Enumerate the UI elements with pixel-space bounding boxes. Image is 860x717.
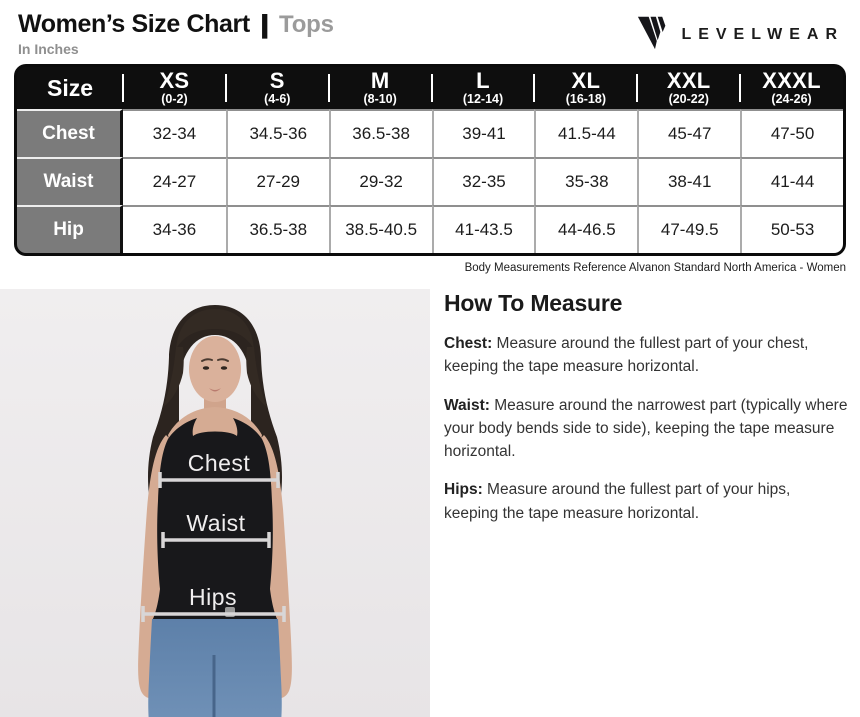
how-to-measure-item: Waist: Measure around the narrowest part…	[444, 394, 848, 464]
model-left-eye	[202, 366, 210, 370]
measurement-cell: 47-50	[740, 109, 843, 157]
title-line: Women’s Size Chart | Tops	[18, 9, 334, 40]
size-range: (4-6)	[264, 91, 291, 106]
waist-measure-label: Waist	[186, 510, 245, 536]
brand-logo: LEVELWEAR	[637, 14, 846, 55]
levelwear-w-triangle-mark-icon	[637, 14, 673, 55]
size-table-section: Size XS (0-2) S (4-6) M (8-10) L (12-14) XL (16-1…	[14, 64, 846, 274]
measurement-cell: 36.5-38	[225, 205, 329, 253]
size-column-header: XXL (20-22)	[636, 67, 741, 109]
measurement-cell: 41.5-44	[534, 109, 638, 157]
measurement-cell: 38-41	[637, 157, 741, 205]
size-range: (24-26)	[771, 91, 812, 106]
measure-term: Chest:	[444, 335, 493, 352]
page-subtitle: Tops	[279, 10, 334, 38]
model-right-eye	[220, 366, 228, 370]
table-caption: Body Measurements Reference Alvanon Stan…	[464, 262, 846, 274]
page-title: Women’s Size Chart	[18, 10, 250, 38]
model-eyebrows	[201, 358, 229, 362]
model-face	[189, 336, 241, 402]
size-name: M	[370, 68, 390, 94]
measurement-cell: 32-35	[431, 157, 535, 205]
hips-measure-label: Hips	[189, 584, 237, 610]
measurement-cell: 45-47	[637, 109, 741, 157]
model-hair-left-strand	[163, 347, 184, 407]
how-to-measure-section: How To Measure Chest: Measure around the…	[430, 289, 860, 540]
size-range: (12-14)	[462, 91, 504, 106]
size-table-corner-label: Size	[17, 67, 123, 109]
size-name: XXXL	[762, 68, 821, 94]
model-hairline	[176, 309, 254, 349]
measure-instruction: Measure around the narrowest part (typic…	[444, 396, 848, 461]
hips-measure-line	[141, 606, 286, 622]
size-column-header: XL (16-18)	[533, 67, 638, 109]
measurement-cell: 24-27	[123, 157, 226, 205]
size-column-header: S (4-6)	[224, 67, 329, 109]
how-to-measure-item: Hips: Measure around the fullest part of…	[444, 478, 848, 525]
size-name: XS	[159, 68, 190, 94]
model-lips	[209, 388, 221, 392]
size-range: (16-18)	[565, 91, 606, 106]
model-hair-right-strand	[246, 347, 267, 407]
how-to-measure-items: Chest: Measure around the fullest part o…	[444, 332, 848, 525]
size-range: (0-2)	[161, 91, 188, 106]
size-name: S	[269, 68, 285, 94]
model-tank-top	[152, 418, 278, 621]
how-to-measure-heading: How To Measure	[444, 290, 623, 316]
measurement-cell: 27-29	[225, 157, 329, 205]
measurement-cell: 38.5-40.5	[328, 205, 432, 253]
page-header: Women’s Size Chart | Tops In Inches LEVE…	[0, 0, 860, 62]
measurement-cell: 32-34	[123, 109, 226, 157]
measurement-cell: 35-38	[534, 157, 638, 205]
measurement-cell: 39-41	[431, 109, 535, 157]
measure-term: Hips:	[444, 481, 483, 499]
model-photo: Chest Waist Hips	[0, 289, 430, 717]
size-range: (20-22)	[668, 91, 709, 106]
size-range: (8-10)	[363, 91, 397, 106]
measurement-cell: 41-44	[740, 157, 843, 205]
size-column-header: L (12-14)	[430, 67, 535, 109]
measurement-cell: 34.5-36	[225, 109, 329, 157]
how-to-measure-item: Chest: Measure around the fullest part o…	[444, 332, 848, 379]
unit-note: In Inches	[18, 41, 79, 57]
chest-measure-label: Chest	[188, 450, 251, 476]
waist-measure-line	[161, 532, 271, 548]
measurement-cell: 36.5-38	[328, 109, 432, 157]
size-column-header: XXXL (24-26)	[739, 67, 843, 109]
title-block: Women’s Size Chart | Tops In Inches	[18, 9, 334, 57]
chest-measure-line	[158, 472, 280, 488]
measurement-row-label: Hip	[17, 205, 123, 253]
size-table: Size XS (0-2) S (4-6) M (8-10) L (12-14) XL (16-1…	[14, 64, 846, 256]
measurement-cell: 34-36	[123, 205, 226, 253]
measurement-row-label: Waist	[17, 157, 123, 205]
bottom-section: Chest Waist Hips How To Measure Chest: M…	[0, 289, 860, 717]
measure-instruction: Measure around the fullest part of your …	[444, 481, 791, 522]
measure-instruction: Measure around the fullest part of your …	[444, 335, 809, 376]
measurement-cell: 50-53	[740, 205, 843, 253]
measure-term: Waist:	[444, 396, 490, 414]
measurement-cell: 44-46.5	[534, 205, 638, 253]
measurement-row-label: Chest	[17, 109, 123, 157]
size-name: L	[476, 68, 490, 94]
brand-logo-text: LEVELWEAR	[681, 25, 844, 43]
size-column-header: XS (0-2)	[122, 67, 226, 109]
measurement-cell: 41-43.5	[431, 205, 535, 253]
size-name: XL	[571, 68, 601, 94]
size-name: XXL	[666, 68, 711, 94]
title-divider: |	[258, 9, 271, 39]
measurement-cell: 47-49.5	[637, 205, 741, 253]
size-column-header: M (8-10)	[327, 67, 432, 109]
measurement-cell: 29-32	[328, 157, 432, 205]
